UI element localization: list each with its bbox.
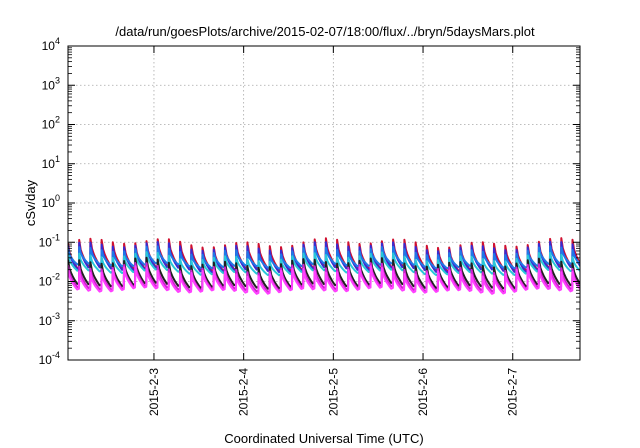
series-line-7 (68, 265, 580, 295)
series-line-4 (68, 251, 580, 277)
y-tick-exponent: 4 (55, 36, 60, 46)
y-tick-exponent: -2 (52, 272, 60, 282)
y-tick-label: 10-1 (39, 232, 60, 249)
y-tick-base: 10 (39, 314, 53, 328)
tick-marks (68, 45, 580, 361)
y-tick-base: 10 (42, 78, 56, 92)
chart-title: /data/run/goesPlots/archive/2015-02-07/1… (115, 24, 535, 39)
grid (68, 45, 580, 361)
series-layer (68, 237, 580, 295)
y-tick-label: 100 (42, 193, 60, 210)
y-tick-label: 10-3 (39, 311, 60, 328)
y-tick-base: 10 (42, 196, 56, 210)
y-tick-exponent: 0 (55, 193, 60, 203)
x-tick-label: 2015-2-6 (416, 368, 430, 416)
y-tick-base: 10 (39, 235, 53, 249)
y-tick-label: 104 (42, 36, 60, 53)
y-tick-base: 10 (42, 118, 56, 132)
y-tick-exponent: -4 (52, 350, 60, 360)
y-tick-label: 10-2 (39, 272, 60, 289)
y-tick-exponent: -1 (52, 232, 60, 242)
y-tick-exponent: 2 (55, 115, 60, 125)
y-tick-label: 101 (42, 154, 60, 171)
y-tick-exponent: 3 (55, 75, 60, 85)
y-tick-exponent: -3 (52, 311, 60, 321)
y-axis-label: cSv/day (23, 179, 38, 226)
y-tick-label: 102 (42, 115, 60, 132)
x-tick-label: 2015-2-7 (506, 368, 520, 416)
y-tick-label: 103 (42, 75, 60, 92)
y-tick-base: 10 (39, 275, 53, 289)
x-tick-label: 2015-2-4 (237, 368, 251, 416)
y-tick-base: 10 (39, 353, 53, 367)
y-tick-base: 10 (42, 157, 56, 171)
y-tick-label: 10-4 (39, 350, 60, 367)
x-tick-label: 2015-2-5 (326, 368, 340, 416)
y-tick-exponent: 1 (55, 154, 60, 164)
x-tick-labels: 2015-2-3 2015-2-4 2015-2-5 2015-2-6 2015-2-7 (147, 368, 520, 416)
x-tick-label: 2015-2-3 (147, 368, 161, 416)
y-tick-base: 10 (42, 39, 56, 53)
x-axis-label: Coordinated Universal Time (UTC) (224, 431, 423, 446)
